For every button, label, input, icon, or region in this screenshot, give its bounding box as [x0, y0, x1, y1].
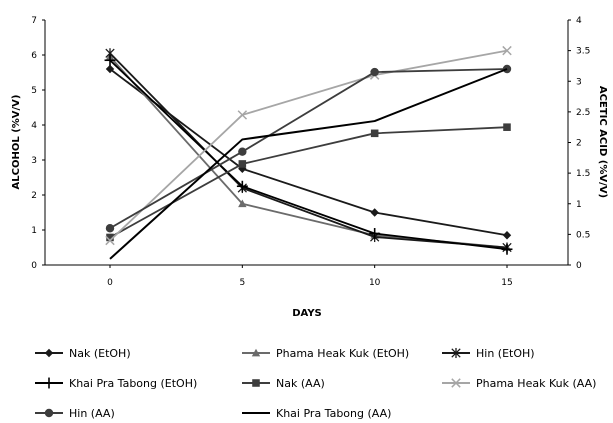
series-2: [105, 48, 512, 253]
series-line: [109, 126, 508, 239]
series-line: [109, 52, 508, 249]
legend-item: Nak (EtOH): [35, 347, 131, 360]
series-3: [104, 54, 513, 255]
x-axis-title: DAYS: [292, 308, 322, 319]
legend-label: Hin (AA): [69, 407, 115, 420]
x-tick-label: 10: [369, 278, 381, 288]
series-layer: [104, 45, 513, 260]
x-tick-label: 5: [239, 278, 245, 288]
right-y-axis-title: ACETIC ACID (%V/V): [597, 86, 608, 198]
legend-label: Hin (EtOH): [476, 347, 535, 360]
right-y-tick-label: 1.5: [576, 169, 590, 179]
right-y-tick-label: 0: [576, 261, 582, 271]
legend-item: Hin (EtOH): [442, 347, 535, 360]
x-tick-label: 15: [501, 278, 512, 288]
legend-marker: [44, 408, 54, 418]
left-y-tick-label: 2: [31, 191, 37, 201]
data-point: [105, 224, 115, 233]
series-0: [105, 64, 512, 240]
data-point: [104, 54, 116, 66]
legend: Nak (EtOH) Phama Heak Kuk (EtOH) Hin (EtOH…: [35, 347, 596, 420]
data-point-stroke: [105, 235, 115, 246]
data-point-stroke: [237, 110, 248, 120]
data-point: [236, 180, 248, 192]
legend-label: Nak (EtOH): [69, 347, 131, 360]
x-tick-label: 0: [107, 278, 113, 288]
legend-label: Phama Heak Kuk (AA): [476, 377, 596, 390]
series-6: [105, 64, 512, 233]
series-1: [105, 52, 512, 251]
legend-marker-stroke: [451, 378, 461, 388]
series-line: [109, 56, 508, 249]
legend-marker: [44, 348, 54, 358]
right-y-tick-label: 2: [576, 139, 582, 149]
left-y-tick-label: 6: [31, 51, 37, 61]
legend-item: Hin (AA): [35, 407, 115, 420]
data-point: [237, 110, 248, 120]
data-point: [370, 67, 379, 77]
legend-item: Phama Heak Kuk (EtOH): [242, 347, 409, 360]
data-point: [238, 199, 247, 208]
legend-label: Khai Pra Tabong (EtOH): [69, 377, 197, 390]
series-4: [106, 123, 511, 242]
left-y-tick-label: 4: [31, 121, 37, 131]
legend-item: Khai Pra Tabong (AA): [242, 407, 391, 420]
legend-marker: [43, 377, 55, 389]
data-point: [238, 160, 247, 168]
data-point: [370, 208, 379, 217]
series-7: [109, 68, 508, 260]
series-line: [109, 68, 508, 260]
data-point: [501, 243, 513, 255]
data-point: [105, 64, 115, 74]
series-5: [105, 45, 512, 246]
legend-marker: [252, 379, 260, 387]
left-y-tick-label: 5: [31, 86, 37, 96]
legend-label: Khai Pra Tabong (AA): [276, 407, 391, 420]
right-y-tick-label: 3.5: [576, 47, 590, 57]
left-y-tick-label: 7: [31, 16, 37, 26]
data-point-stroke: [502, 45, 512, 56]
right-y-tick-label: 0.5: [576, 230, 590, 240]
legend-marker: [251, 348, 261, 357]
left-y-axis-title: ALCOHOL (%V/V): [11, 95, 22, 190]
data-point: [369, 228, 381, 239]
data-point: [238, 147, 247, 156]
right-y-tick-label: 4: [576, 16, 582, 26]
data-point: [502, 45, 512, 56]
legend-label: Phama Heak Kuk (EtOH): [276, 347, 409, 360]
series-line: [109, 68, 508, 237]
legend-marker: [451, 347, 461, 359]
data-point: [503, 123, 511, 131]
left-y-tick-label: 1: [31, 226, 37, 236]
series-line: [109, 49, 508, 242]
left-y-tick-label: 0: [31, 261, 37, 271]
legend-item: Khai Pra Tabong (EtOH): [35, 377, 197, 390]
data-point: [370, 129, 379, 138]
legend-item: Nak (AA): [242, 377, 325, 390]
right-y-tick-label: 3: [576, 77, 582, 87]
right-y-tick-label: 1: [576, 200, 582, 210]
series-line: [109, 68, 508, 230]
data-point: [106, 233, 114, 242]
right-y-tick-label: 2.5: [576, 108, 590, 118]
data-point: [502, 231, 512, 240]
legend-item: Phama Heak Kuk (AA): [442, 377, 596, 390]
series-line: [109, 59, 508, 251]
data-point: [105, 235, 115, 246]
axes: 0 1 2 3 4 5 6 7 0 0.5 1 1.5 2 2.5 3 3.5 4 0 5 10 15: [31, 16, 590, 288]
legend-label: Nak (AA): [276, 377, 325, 390]
legend-marker: [451, 378, 461, 388]
left-y-tick-label: 3: [31, 156, 37, 166]
